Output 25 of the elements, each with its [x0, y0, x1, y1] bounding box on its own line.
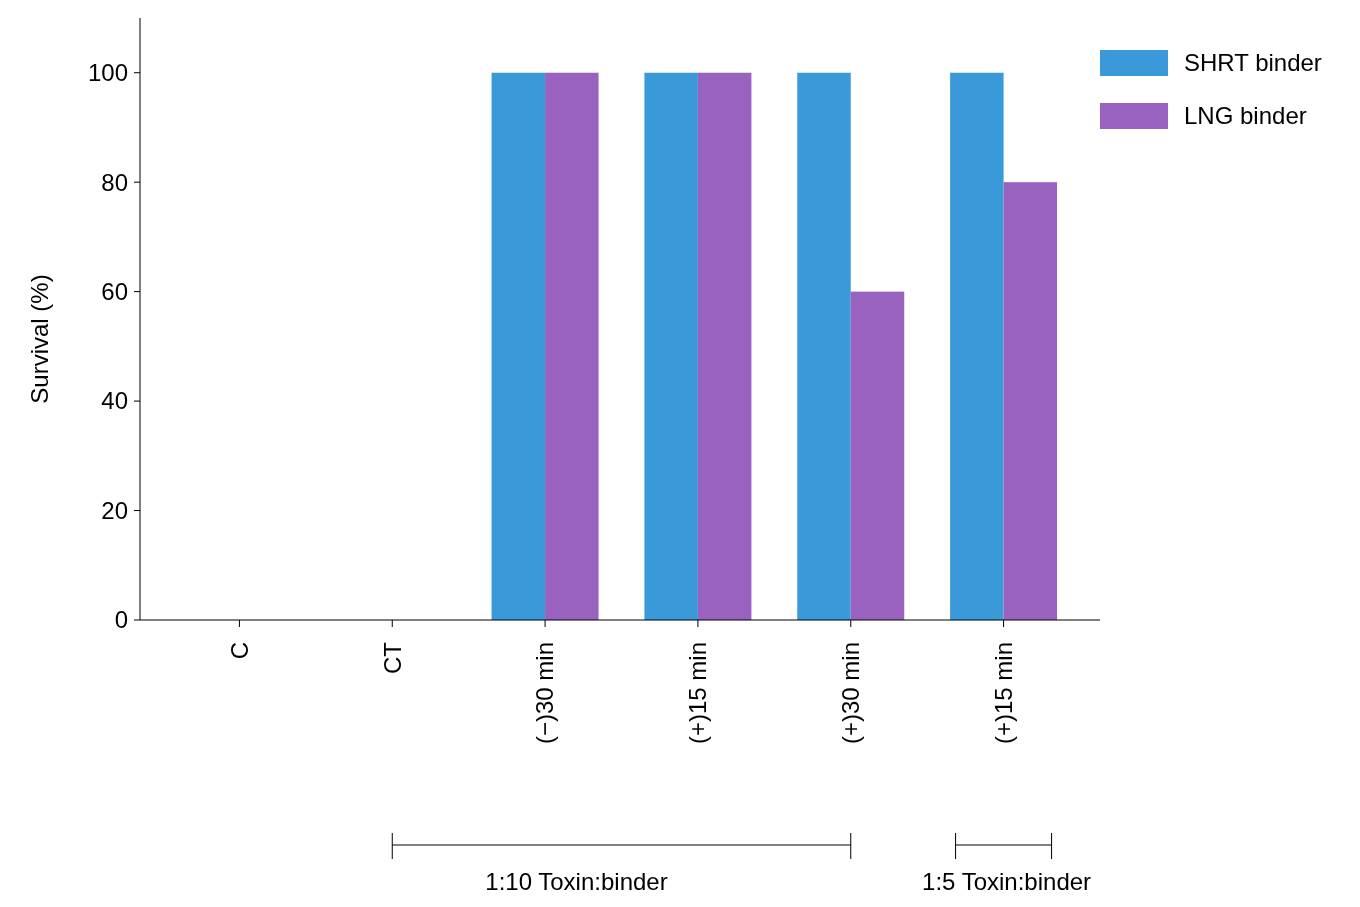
y-tick-label: 40	[101, 387, 128, 415]
y-tick-label: 0	[114, 606, 128, 634]
x-tick-label: (+)30 min	[837, 642, 865, 745]
x-tick-label: (+)15 min	[989, 642, 1017, 745]
y-tick-label: 60	[101, 278, 128, 306]
bar	[545, 72, 599, 620]
bar	[491, 72, 546, 620]
bar	[950, 72, 1004, 620]
x-tick-label: C	[225, 642, 253, 660]
bar	[1003, 182, 1058, 620]
text: 1:10 Toxin:binder	[485, 868, 668, 895]
y-tick-label: 20	[101, 496, 128, 524]
bar	[797, 72, 851, 620]
bar	[644, 72, 698, 620]
y-tick-label: 80	[101, 168, 128, 196]
legend-label: LNG binder	[1184, 102, 1307, 130]
legend-label: SHRT binder	[1184, 49, 1322, 77]
x-tick-label: (−)30 min	[531, 642, 559, 745]
x-tick-label: (+)15 min	[684, 642, 712, 745]
y-axis-title: Survival (%)	[26, 274, 53, 404]
text: 1:5 Toxin:binder	[922, 868, 1092, 895]
y-tick-label: 100	[87, 59, 128, 87]
bar	[850, 291, 905, 620]
bar	[697, 72, 752, 620]
x-tick-label: CT	[378, 641, 406, 674]
